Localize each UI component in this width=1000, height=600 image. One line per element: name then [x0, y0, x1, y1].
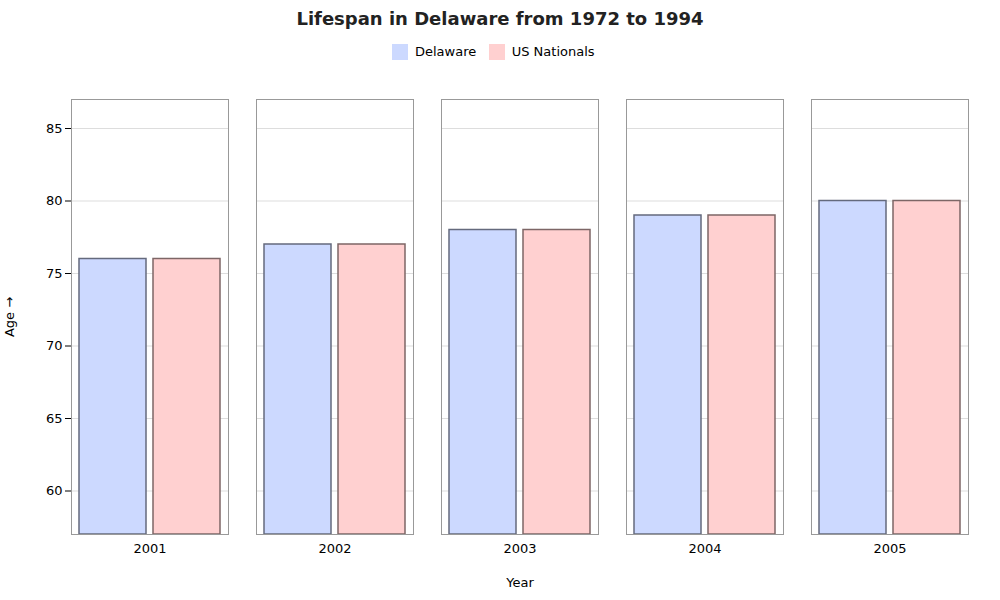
- html-text:Lifespan in Delaware from 1972: Lifespan in Delaware from 1972 to 1994: [296, 8, 704, 29]
- svg-text:2005: 2005: [873, 540, 906, 555]
- svg-text:2003: 2003: [503, 540, 536, 555]
- svg-text:85: 85: [46, 120, 63, 135]
- svg-text:2004: 2004: [688, 540, 721, 555]
- svg-text:75: 75: [46, 265, 63, 280]
- html-text:Delaware: Delaware: [415, 44, 477, 59]
- svg-text:60: 60: [46, 483, 63, 498]
- svg-text:2002: 2002: [318, 540, 351, 555]
- svg-text:2001: 2001: [133, 540, 166, 555]
- svg-text:80: 80: [46, 193, 63, 208]
- svg-text:65: 65: [46, 410, 63, 425]
- svg-text:70: 70: [46, 338, 63, 353]
- html-text:US Nationals: US Nationals: [511, 44, 595, 59]
- svg-text:Age →: Age →: [2, 296, 17, 336]
- svg-text:Year: Year: [505, 574, 534, 589]
